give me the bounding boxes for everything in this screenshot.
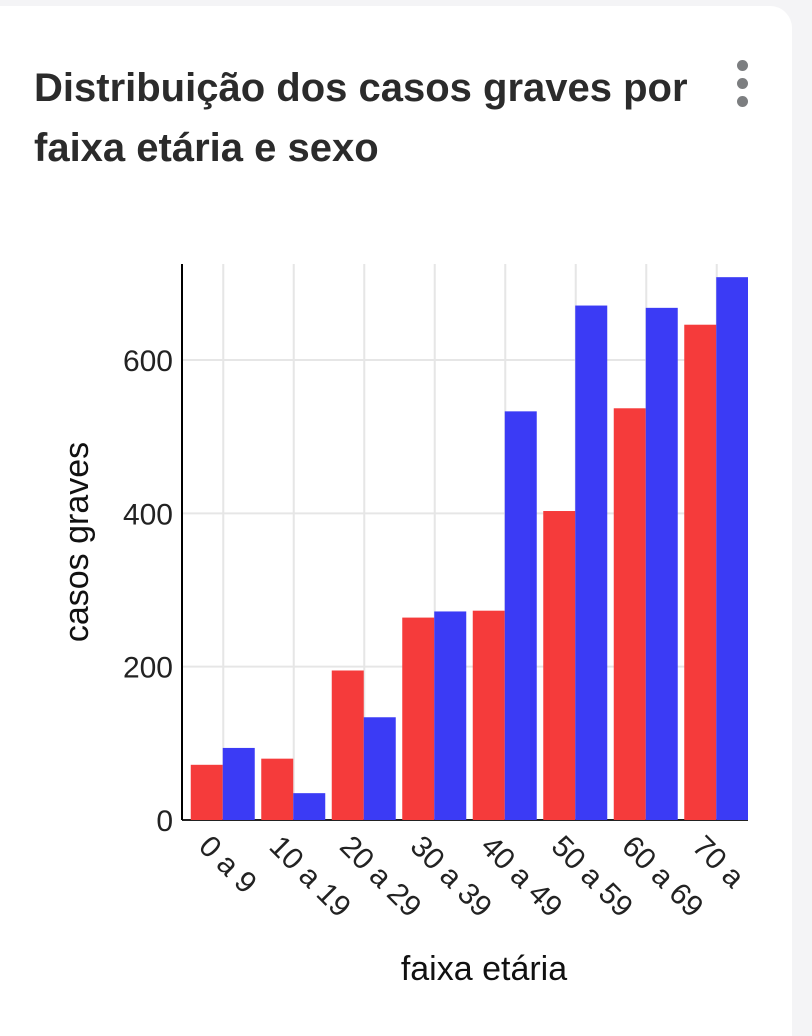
bar[interactable] <box>331 670 364 820</box>
bar[interactable] <box>190 764 223 820</box>
bar[interactable] <box>293 793 326 820</box>
more-vertical-icon[interactable] <box>728 60 758 110</box>
y-tick-label: 200 <box>123 652 173 685</box>
bar[interactable] <box>684 324 717 820</box>
bar[interactable] <box>363 717 396 820</box>
bar[interactable] <box>716 277 748 820</box>
bar[interactable] <box>645 307 678 821</box>
card-title: Distribuição dos casos graves por faixa … <box>34 66 688 170</box>
bar[interactable] <box>402 617 435 820</box>
bar[interactable] <box>472 610 505 820</box>
bar[interactable] <box>543 511 576 820</box>
y-tick-label: 600 <box>123 345 173 378</box>
bar[interactable] <box>613 408 646 820</box>
bar[interactable] <box>504 411 537 820</box>
x-axis-label: faixa etária <box>401 950 567 988</box>
x-tick-label: 70 a <box>686 830 751 895</box>
menu-dot <box>737 78 748 89</box>
bar[interactable] <box>222 747 255 820</box>
bar[interactable] <box>434 611 467 820</box>
bars <box>190 277 748 821</box>
x-tick-label: 0 a 9 <box>192 830 263 901</box>
y-tick-labels: 0 200 400 600 <box>123 345 173 838</box>
y-tick-label: 400 <box>123 498 173 531</box>
y-axis-label: casos graves <box>58 442 96 642</box>
y-tick-label: 0 <box>156 805 173 838</box>
menu-dot <box>737 96 748 107</box>
bar[interactable] <box>261 758 294 820</box>
bar[interactable] <box>575 305 608 820</box>
menu-dot <box>737 60 748 71</box>
